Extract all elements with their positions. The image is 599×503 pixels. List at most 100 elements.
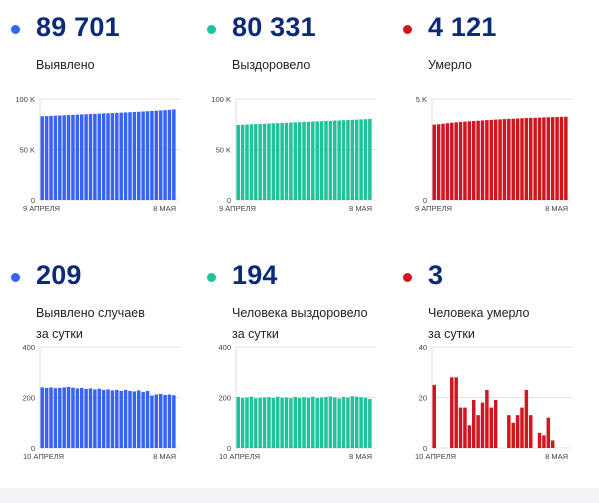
- bullet-dot-icon: [403, 273, 412, 282]
- bar: [163, 110, 167, 200]
- bar: [524, 389, 529, 448]
- bar: [106, 113, 110, 200]
- bar: [275, 123, 280, 200]
- stat-label: Умерло: [428, 58, 472, 72]
- bar: [354, 396, 359, 448]
- bar: [297, 122, 302, 200]
- bar: [471, 400, 476, 448]
- bar: [333, 120, 337, 200]
- bottom-strip: [0, 488, 599, 503]
- bar: [123, 112, 128, 200]
- y-tick-label: 0: [423, 444, 427, 453]
- bar: [346, 120, 350, 200]
- bar: [40, 116, 44, 200]
- bullet-dot-icon: [403, 25, 412, 34]
- x-tick-label-start: 10 АПРЕЛЯ: [23, 452, 64, 461]
- bar: [172, 109, 176, 200]
- bar: [311, 121, 315, 200]
- bar: [463, 407, 467, 448]
- bar: [467, 425, 472, 448]
- bar: [284, 397, 289, 448]
- bar-chart: 0 50 K 100 K 9 АПРЕЛЯ 8 МАЯ: [211, 95, 376, 213]
- x-tick-label-end: 8 МАЯ: [349, 452, 372, 461]
- bar: [337, 398, 341, 448]
- bar: [119, 112, 123, 200]
- bar: [324, 396, 328, 448]
- bar: [110, 113, 115, 200]
- bar: [145, 390, 150, 448]
- stat-label: Выздоровело: [232, 58, 311, 72]
- stat-value: 194: [232, 260, 278, 290]
- bar: [550, 440, 555, 448]
- bar: [262, 397, 267, 448]
- bullet-dot-icon: [11, 25, 20, 34]
- bar: [145, 111, 150, 200]
- y-tick-label: 0: [31, 444, 35, 453]
- bar: [58, 387, 62, 448]
- bar: [62, 115, 66, 200]
- stat-label: Выявлено случаев: [36, 306, 145, 320]
- bar: [450, 122, 454, 200]
- bar: [53, 115, 58, 200]
- bar: [537, 432, 542, 448]
- y-tick-label: 100 K: [211, 95, 231, 104]
- bar: [101, 113, 106, 200]
- panel-recovered-total: 80 331 Выздоровело 0 50 K 100 K 9 АПРЕЛЯ 8 МАЯ: [198, 0, 383, 225]
- x-tick-label-end: 8 МАЯ: [153, 452, 176, 461]
- bar: [454, 377, 458, 448]
- bar: [128, 112, 132, 200]
- bar: [529, 117, 533, 200]
- bar: [97, 388, 102, 448]
- bar: [542, 117, 546, 200]
- bar: [254, 398, 258, 448]
- bar: [337, 120, 341, 200]
- bar: [550, 117, 555, 200]
- bar: [306, 397, 311, 448]
- bar: [529, 415, 533, 448]
- bar: [154, 110, 159, 200]
- bar: [245, 397, 249, 448]
- bar: [354, 119, 359, 200]
- bar: [359, 397, 363, 448]
- bar: [132, 111, 137, 200]
- bar: [123, 389, 128, 448]
- y-tick-label: 50 K: [216, 146, 231, 155]
- bar: [79, 114, 84, 200]
- bar: [271, 398, 276, 448]
- bar-chart: 0 5 K 9 АПРЕЛЯ 8 МАЯ: [415, 95, 572, 213]
- y-tick-label: 100 K: [15, 95, 35, 104]
- bar: [511, 422, 515, 448]
- bar: [537, 117, 542, 200]
- bar: [319, 121, 324, 200]
- bar: [97, 113, 102, 200]
- bar: [289, 398, 293, 448]
- bar: [368, 118, 372, 200]
- x-tick-label-end: 8 МАЯ: [349, 204, 372, 213]
- bar: [101, 389, 106, 448]
- stat-label-secondary: за сутки: [232, 327, 279, 341]
- bar: [480, 120, 485, 200]
- bar: [258, 123, 262, 200]
- bar: [88, 114, 93, 200]
- bar: [467, 121, 472, 200]
- bar: [40, 387, 44, 448]
- bar: [167, 109, 172, 200]
- stat-value: 80 331: [232, 12, 316, 42]
- panel-detected-daily: 209 Выявлено случаев за сутки 0 200 400 10 АПР…: [2, 248, 187, 473]
- y-tick-label: 200: [218, 394, 231, 403]
- bar: [137, 390, 141, 448]
- bar: [454, 122, 458, 200]
- bar: [471, 121, 476, 200]
- bar: [267, 123, 271, 200]
- bar: [271, 123, 276, 200]
- bar: [137, 111, 141, 200]
- bar: [293, 396, 298, 448]
- bullet-dot-icon: [11, 273, 20, 282]
- bar: [476, 120, 480, 200]
- bar: [66, 115, 71, 200]
- bar: [507, 118, 511, 200]
- y-tick-label: 40: [419, 343, 427, 352]
- stat-value: 209: [36, 260, 82, 290]
- bar: [275, 396, 280, 448]
- bar: [88, 388, 93, 448]
